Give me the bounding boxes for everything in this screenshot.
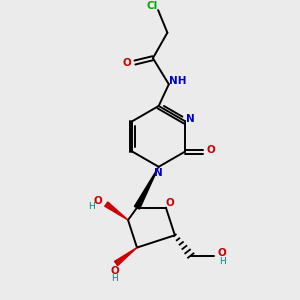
Text: N: N [186,114,195,124]
Text: O: O [207,146,215,155]
Text: NH: NH [169,76,187,86]
Text: O: O [122,58,131,68]
Text: O: O [94,196,103,206]
Text: O: O [166,198,175,208]
Text: O: O [218,248,226,258]
Text: H: H [111,274,118,283]
Text: O: O [110,266,119,276]
Text: N: N [154,168,163,178]
Text: H: H [219,257,226,266]
Text: Cl: Cl [146,1,158,11]
Polygon shape [115,248,137,266]
Polygon shape [134,167,159,209]
Polygon shape [105,202,128,220]
Text: H: H [88,202,94,211]
